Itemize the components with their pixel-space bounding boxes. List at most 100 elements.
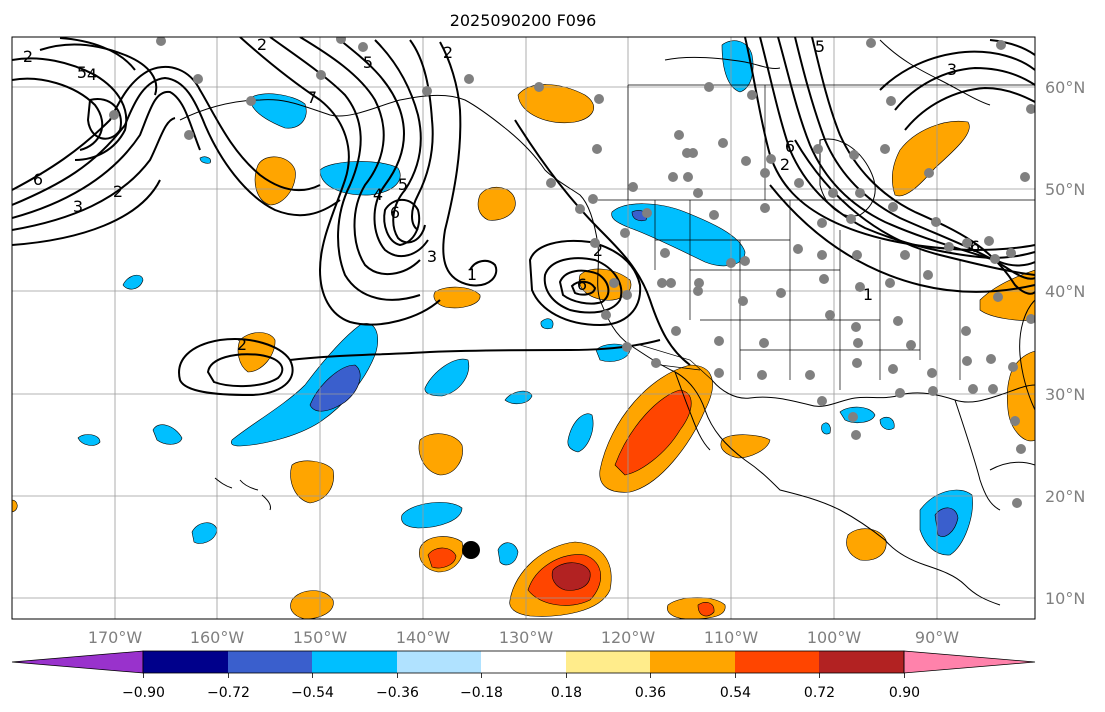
station-dot bbox=[962, 356, 972, 366]
station-dot bbox=[651, 358, 661, 368]
colorbar-frame bbox=[142, 650, 905, 674]
contour-line bbox=[339, 39, 429, 258]
station-dot bbox=[988, 384, 998, 394]
colorbar-tick-label: 0.36 bbox=[635, 685, 666, 701]
anomaly-blob bbox=[477, 187, 516, 221]
us-mexico-border bbox=[639, 344, 713, 381]
contour-line bbox=[543, 257, 623, 314]
station-dot bbox=[666, 278, 676, 288]
station-dot bbox=[931, 217, 941, 227]
station-dot bbox=[855, 188, 865, 198]
contour-line bbox=[206, 353, 284, 388]
station-dot bbox=[906, 340, 916, 350]
contour-line bbox=[558, 269, 610, 305]
station-dot bbox=[609, 278, 619, 288]
colorbar-segment bbox=[312, 651, 397, 673]
mexico-gulf-coast bbox=[954, 399, 1001, 511]
station-dot bbox=[668, 172, 678, 182]
station-dot bbox=[852, 250, 862, 260]
colorbar-segment bbox=[566, 651, 650, 673]
anomaly-blob bbox=[721, 40, 754, 93]
contour-line bbox=[570, 280, 597, 296]
anomaly-blob bbox=[821, 422, 831, 435]
station-dot bbox=[984, 236, 994, 246]
station-dot bbox=[726, 258, 736, 268]
station-dot bbox=[766, 154, 776, 164]
reference-point-marker bbox=[462, 541, 480, 559]
colorbar-tick-label: 0.18 bbox=[551, 685, 582, 701]
station-dot bbox=[888, 202, 898, 212]
contour-label: 2 bbox=[593, 241, 603, 260]
station-dot bbox=[817, 396, 827, 406]
station-dot bbox=[534, 82, 544, 92]
station-dot bbox=[246, 96, 256, 106]
station-dot bbox=[986, 354, 996, 364]
contour-line bbox=[12, 65, 321, 192]
anomaly-blob bbox=[551, 562, 591, 591]
atlantic-coast bbox=[1019, 299, 1035, 411]
contour-line bbox=[439, 41, 498, 287]
station-dot bbox=[825, 310, 835, 320]
station-dot bbox=[813, 144, 823, 154]
station-dot bbox=[819, 274, 829, 284]
station-dot bbox=[927, 368, 937, 378]
station-dot bbox=[760, 203, 770, 213]
station-dot bbox=[1008, 362, 1018, 372]
arctic-coast bbox=[879, 39, 991, 106]
station-dot bbox=[575, 204, 585, 214]
contour-label: 5 bbox=[77, 63, 87, 82]
colorbar-segment bbox=[735, 651, 819, 673]
contour-line bbox=[811, 37, 1035, 295]
station-dot bbox=[709, 210, 719, 220]
station-dot bbox=[928, 386, 938, 396]
station-dot bbox=[944, 242, 954, 252]
contour-label: 3 bbox=[947, 60, 957, 79]
contour-line bbox=[904, 86, 1035, 131]
station-dot bbox=[962, 238, 972, 248]
anomaly-blob bbox=[199, 156, 211, 164]
contour-label: 2 bbox=[257, 35, 267, 54]
station-dot bbox=[851, 322, 861, 332]
station-dot bbox=[895, 388, 905, 398]
contour-line bbox=[86, 98, 122, 140]
anomaly-blob bbox=[497, 542, 519, 566]
latitude-tick-label: 30°N bbox=[1045, 385, 1085, 404]
station-dot bbox=[817, 250, 827, 260]
contour-line bbox=[12, 117, 176, 231]
contour-label: 5 bbox=[398, 175, 408, 194]
station-dot bbox=[1020, 172, 1030, 182]
station-dot bbox=[851, 430, 861, 440]
longitude-tick-label: 110°W bbox=[704, 628, 759, 647]
station-dot bbox=[693, 188, 703, 198]
contour-label: 1 bbox=[863, 285, 873, 304]
colorbar-tick-label: 0.72 bbox=[804, 685, 835, 701]
anomaly-blob bbox=[77, 434, 101, 446]
station-dot bbox=[961, 326, 971, 336]
colorbar bbox=[11, 650, 1036, 674]
station-dot bbox=[880, 144, 890, 154]
contour-line bbox=[12, 76, 341, 217]
contour-line bbox=[59, 37, 136, 71]
contour-line bbox=[39, 43, 158, 96]
station-dot bbox=[900, 250, 910, 260]
station-dot bbox=[776, 288, 786, 298]
station-dot bbox=[990, 254, 1000, 264]
anomaly-blob bbox=[290, 460, 334, 504]
colorbar-tick-label: −0.18 bbox=[460, 685, 503, 701]
station-dot bbox=[759, 338, 769, 348]
station-dot bbox=[620, 228, 630, 238]
anomaly-blob bbox=[614, 389, 692, 476]
contour-label: 3 bbox=[73, 197, 83, 216]
station-dot bbox=[828, 188, 838, 198]
station-dots bbox=[109, 37, 1035, 508]
longitude-tick-label: 140°W bbox=[396, 628, 451, 647]
contour-label: 2 bbox=[443, 43, 453, 62]
contour-label: 7 bbox=[307, 88, 317, 107]
latitude-tick-label: 10°N bbox=[1045, 589, 1085, 608]
station-dot bbox=[855, 282, 865, 292]
station-dot bbox=[546, 178, 556, 188]
colorbar-segment bbox=[481, 651, 566, 673]
station-dot bbox=[590, 238, 600, 248]
longitude-labels: 170°W 160°W 150°W 140°W 130°W 120°W 110°W 100°W… bbox=[88, 628, 959, 647]
